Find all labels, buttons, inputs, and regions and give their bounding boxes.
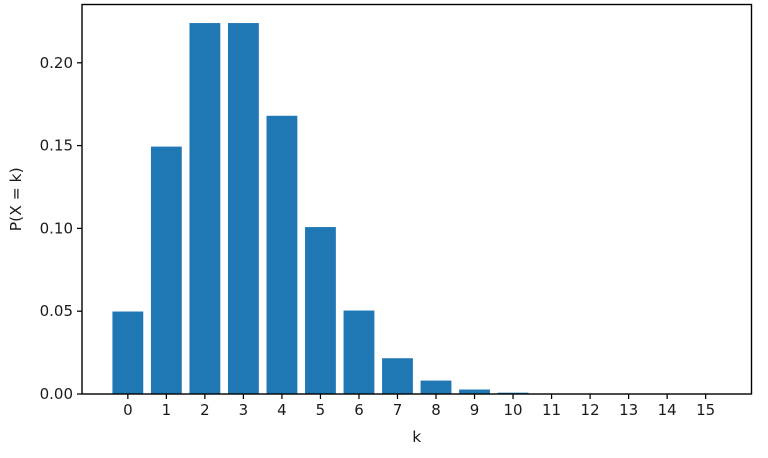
bar-k-6 [343,310,375,394]
bar-k-0 [112,311,144,394]
y-tick-label-0.05: 0.05 [40,302,73,320]
x-tick-label-6: 6 [354,401,364,419]
axes-layer [77,3,753,399]
bar-k-7 [382,358,413,394]
x-tick-label-7: 7 [393,401,403,419]
bar-k-1 [150,146,182,394]
x-tick-label-1: 1 [162,401,172,419]
y-tick-label-0.10: 0.10 [40,219,73,237]
labels-layer: 0 1 2 3 4 5 6 7 8 9 10 11 12 13 14 150.000.050.100.150.… [7,54,715,446]
x-axis-label: k [412,428,421,446]
x-tick-label-12: 12 [581,401,600,419]
y-tick-label-0.20: 0.20 [40,54,73,72]
bars-layer [112,23,606,395]
bar-k-9 [459,389,490,394]
bar-k-8 [420,380,452,394]
y-tick-label-0.00: 0.00 [40,385,73,403]
y-axis-label: P(X = k) [7,167,25,231]
x-tick-label-5: 5 [316,401,326,419]
bar-k-3 [228,23,259,395]
x-tick-label-11: 11 [542,401,561,419]
bar-k-5 [305,227,336,394]
plot-area-border [81,3,753,395]
x-tick-label-3: 3 [239,401,249,419]
x-tick-label-10: 10 [504,401,523,419]
x-tick-label-13: 13 [619,401,638,419]
x-tick-label-2: 2 [200,401,210,419]
y-tick-label-0.15: 0.15 [40,137,73,155]
bar-k-4 [266,115,298,394]
x-tick-label-4: 4 [277,401,287,419]
x-tick-label-8: 8 [431,401,441,419]
x-tick-label-15: 15 [696,401,715,419]
x-tick-label-9: 9 [470,401,480,419]
x-tick-label-14: 14 [658,401,677,419]
x-tick-label-0: 0 [123,401,133,419]
bar-k-2 [189,23,221,395]
